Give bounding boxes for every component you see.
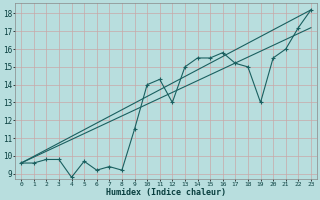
X-axis label: Humidex (Indice chaleur): Humidex (Indice chaleur) bbox=[106, 188, 226, 197]
